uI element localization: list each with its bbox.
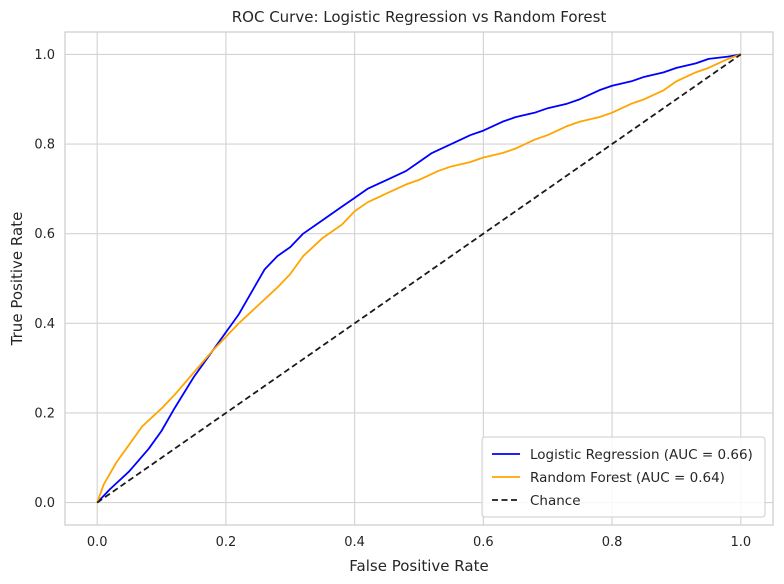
y-axis-label: True Positive Rate <box>8 212 26 347</box>
x-tick-label: 0.8 <box>602 535 623 550</box>
y-tick-label: 0.2 <box>34 406 55 421</box>
y-tick-label: 0.0 <box>34 496 55 511</box>
x-tick-label: 0.6 <box>473 535 494 550</box>
legend-label-0: Logistic Regression (AUC = 0.66) <box>530 447 753 463</box>
y-tick-labels: 0.0 0.2 0.4 0.6 0.8 1.0 <box>34 48 55 511</box>
x-tick-label: 0.2 <box>216 535 237 550</box>
legend-label-1: Random Forest (AUC = 0.64) <box>530 470 725 486</box>
legend: Logistic Regression (AUC = 0.66) Random F… <box>481 436 766 518</box>
x-tick-labels: 0.0 0.2 0.4 0.6 0.8 1.0 <box>87 535 751 550</box>
plot-frame <box>64 31 774 526</box>
y-tick-label: 0.4 <box>34 317 55 332</box>
y-tick-label: 1.0 <box>34 48 55 63</box>
series-lines <box>96 53 742 504</box>
series-line-1 <box>96 53 742 503</box>
x-tick-label: 0.0 <box>87 535 108 550</box>
y-tick-label: 0.8 <box>34 138 55 153</box>
x-tick-label: 1.0 <box>730 535 751 550</box>
x-tick-label: 0.4 <box>344 535 365 550</box>
series-line-2 <box>96 53 742 504</box>
chart-title: ROC Curve: Logistic Regression vs Random… <box>232 8 607 26</box>
x-axis-label: False Positive Rate <box>349 557 488 575</box>
legend-label-2: Chance <box>530 493 581 509</box>
legend-box <box>481 436 766 518</box>
grid <box>65 32 773 525</box>
y-tick-label: 0.6 <box>34 227 55 242</box>
